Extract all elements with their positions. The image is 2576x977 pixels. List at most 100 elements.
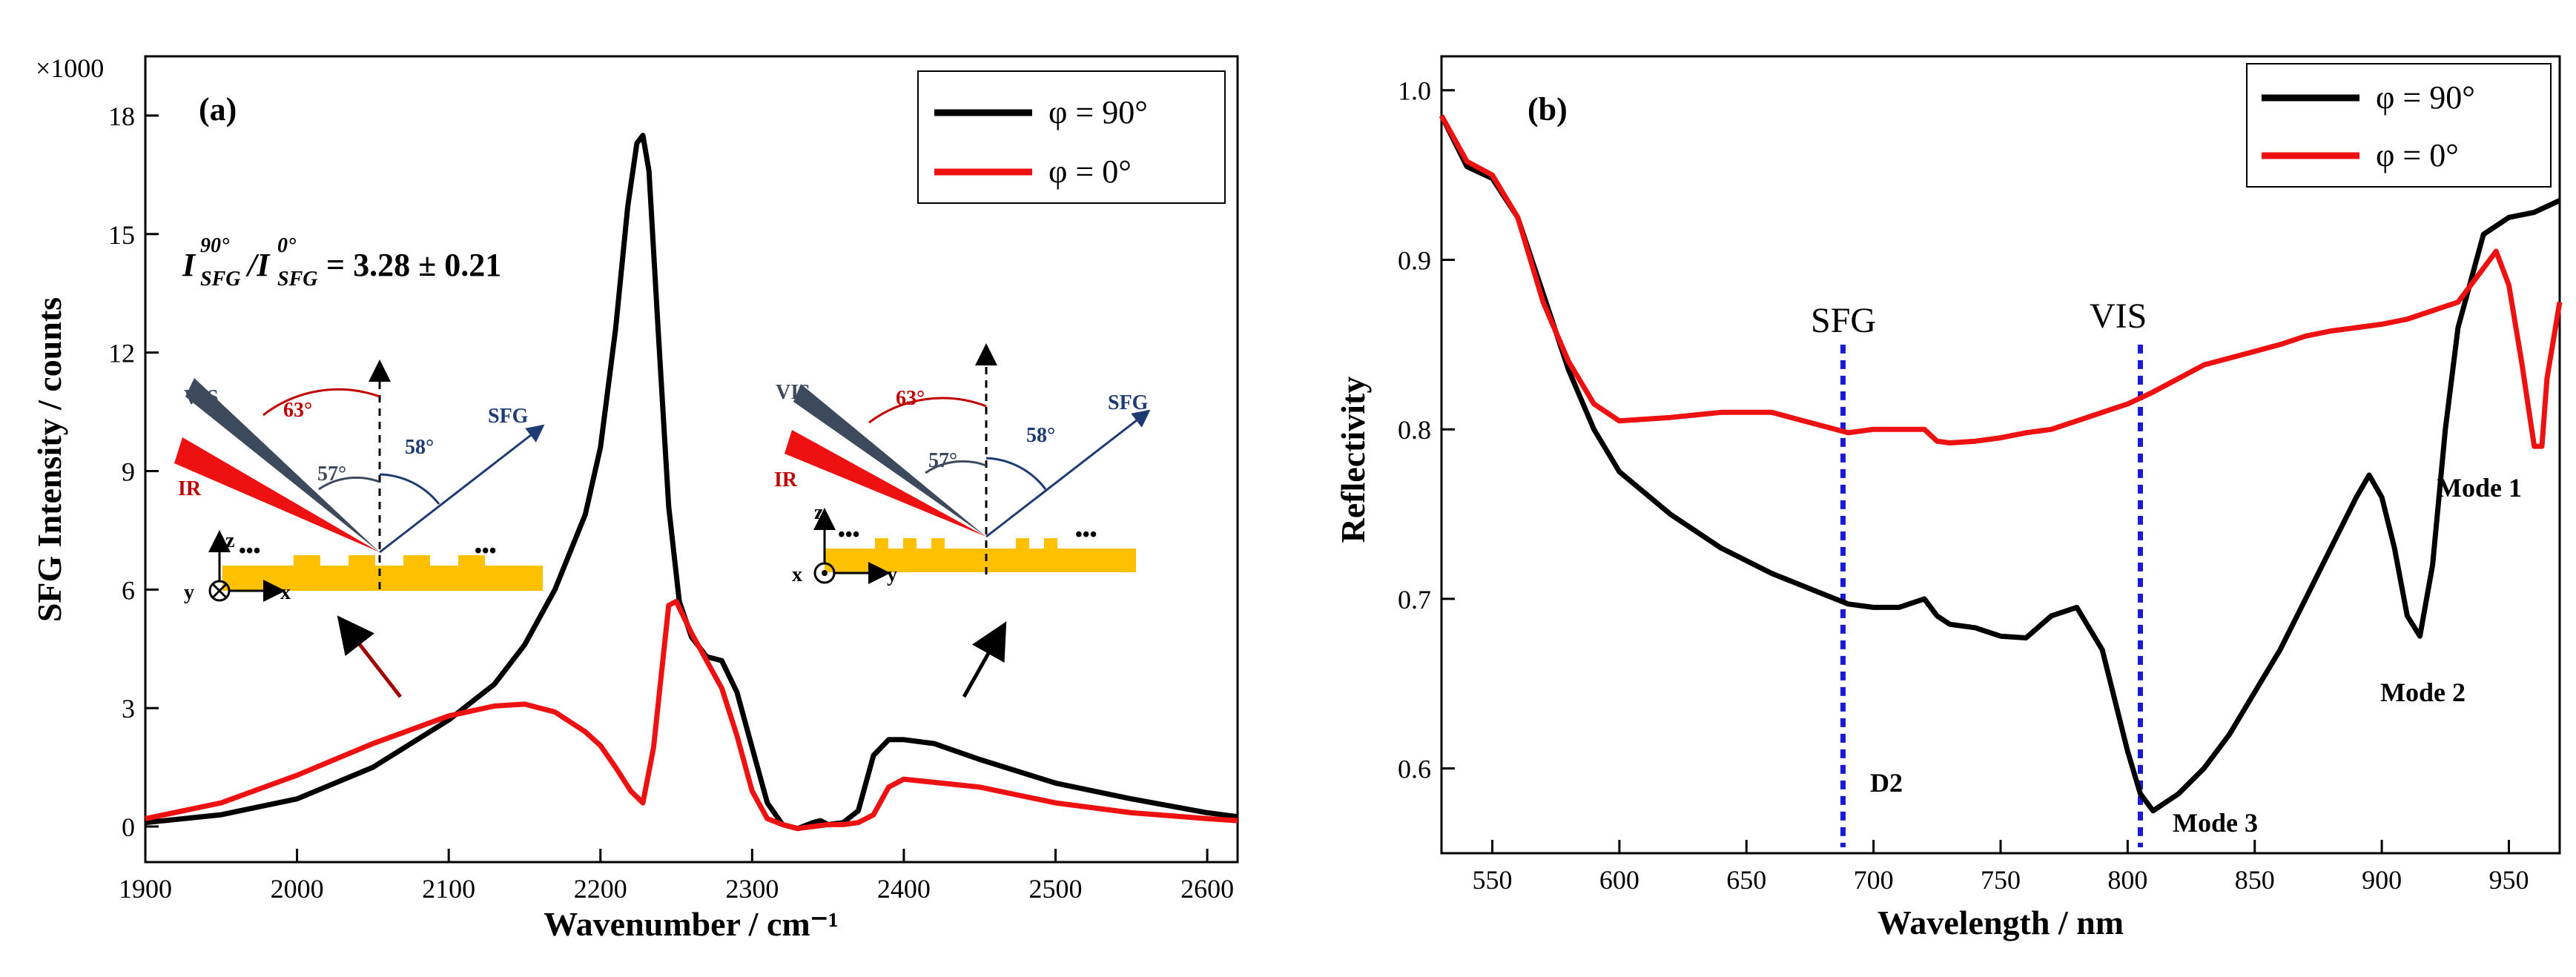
panel-a-legend: φ = 90° φ = 0° <box>917 70 1226 204</box>
panel-a-ytick-label: 0 <box>122 812 135 842</box>
dots-right-b: ••• <box>1075 523 1097 546</box>
inset-left-57: 57° <box>317 463 346 486</box>
panel-b-xtick-label: 850 <box>2235 865 2275 895</box>
d2-label: D2 <box>1870 768 1903 798</box>
mode1-label: Mode 1 <box>2437 473 2522 503</box>
panel-a-ytick-label: 6 <box>122 575 135 605</box>
panel-a-ytick-label: 15 <box>108 220 135 250</box>
inset-right-57: 57° <box>928 449 957 472</box>
panel-a-frame <box>144 55 1239 864</box>
dots-left-b: ••• <box>475 540 496 563</box>
panel-b-ytick-label: 0.9 <box>1398 245 1431 275</box>
legend-b-label-90: φ = 90° <box>2376 79 2475 116</box>
inset-left-vis: VIS <box>184 386 219 409</box>
inset-right-z: z <box>814 501 823 524</box>
sfg-beam-right <box>985 409 1151 538</box>
panel-b-xtick-label: 950 <box>2489 865 2529 895</box>
panel-a-ylabel: SFG Intensity / counts <box>30 297 68 622</box>
substrate-right <box>825 549 1136 572</box>
panel-a-xtick-label: 2300 <box>725 874 779 904</box>
substrate-left <box>222 566 543 591</box>
panel-a-xtick-label: 2400 <box>877 874 931 904</box>
panel-a-xtick-label: 2100 <box>422 874 475 904</box>
panel-a-ytick-label: 12 <box>108 339 135 368</box>
ratio-sup1: 90° <box>200 234 229 257</box>
panel-a-xtick-label: 2000 <box>271 874 324 904</box>
inset-right-x: x <box>792 563 802 586</box>
panel-b-ylabel: Reflectivity <box>1334 377 1372 543</box>
inset-right-ir: IR <box>774 468 798 491</box>
ratio-sup2: 0° <box>277 234 296 257</box>
panel-a-ytick-label: 3 <box>122 694 135 723</box>
vis-beam-right <box>793 384 986 537</box>
panel-b-series-phi-90 <box>1439 114 2561 814</box>
panel-b-series <box>1439 114 2563 814</box>
panel-b-xtick-label: 550 <box>1473 865 1513 895</box>
inset-left-x: x <box>280 581 291 604</box>
panel-b-ytick-label: 1.0 <box>1398 76 1431 106</box>
panel-a-xlabel: Wavenumber / cm⁻¹ <box>544 905 839 943</box>
panel-b-xlabel: Wavelength / nm <box>1877 904 2124 941</box>
panel-a-series <box>145 133 1238 832</box>
inset-left-63: 63° <box>283 399 312 422</box>
inset-right-vis: VIS <box>776 381 810 404</box>
panel-b: 550 600 650 700 750 800 850 900 950 0.6 0.7 0.8 0.9 1… <box>1334 55 2563 941</box>
panel-b-legend: φ = 90° φ = 0° <box>2246 63 2552 188</box>
inset-left: ••• ••• VIS IR SFG 63° 57° 58° z y x <box>174 360 545 698</box>
panel-a-axes: 1900 2000 2100 2200 2300 2400 2500 2600 0 3 6 9 12 15… <box>108 102 1234 904</box>
inset-left-ir: IR <box>178 477 202 500</box>
vis-beam-left <box>185 378 380 552</box>
ratio-sub1: SFG <box>200 268 240 291</box>
inset-right-58: 58° <box>1026 424 1055 447</box>
panel-a-xtick-label: 2600 <box>1180 874 1234 904</box>
ratio-annotation: I 90° SFG /I 0° SFG = 3.28 ± 0.21 <box>182 234 501 291</box>
inset-left-pointer <box>337 615 402 698</box>
ratio-sub2: SFG <box>277 268 317 291</box>
panel-a-series-phi-90 <box>145 133 1238 832</box>
panel-b-xtick-label: 900 <box>2362 865 2402 895</box>
inset-right-sfg: SFG <box>1108 391 1149 414</box>
panel-b-markers <box>1840 344 2143 847</box>
panel-a-xlabel-text: Wavenumber / cm⁻¹ <box>544 905 839 943</box>
panel-a-xtick-label: 2500 <box>1029 874 1083 904</box>
panel-b-axes: 550 600 650 700 750 800 850 900 950 0.6 0.7 0.8 0.9 1… <box>1398 76 2529 895</box>
mode2-label: Mode 2 <box>2380 678 2466 707</box>
inset-right-y: y <box>887 563 897 586</box>
ratio-value: = 3.28 ± 0.21 <box>326 247 501 283</box>
panel-a-ytick-label: 9 <box>122 457 135 486</box>
panel-a: 1900 2000 2100 2200 2300 2400 2500 2600 0 3 6 9 12 15… <box>30 53 1239 943</box>
inset-left-sfg: SFG <box>488 405 529 428</box>
panel-b-xtick-label: 600 <box>1599 865 1639 895</box>
ir-beam-right <box>785 430 986 537</box>
inset-left-y: y <box>184 581 194 604</box>
legend-a-label-90: φ = 90° <box>1048 94 1148 130</box>
panel-a-multiplier: ×1000 <box>36 53 104 83</box>
dots-left-a: ••• <box>239 540 260 563</box>
legend-b-label-0: φ = 0° <box>2376 137 2459 173</box>
panel-b-ytick-label: 0.8 <box>1398 415 1431 445</box>
panel-a-xtick-label: 1900 <box>119 874 172 904</box>
marker-label-vis: VIS <box>2090 297 2147 336</box>
inset-left-58: 58° <box>405 436 434 459</box>
panel-a-ytick-label: 18 <box>108 102 135 131</box>
panel-b-xtick-label: 800 <box>2107 865 2147 895</box>
panel-b-ytick-label: 0.7 <box>1398 585 1431 615</box>
panel-b-xtick-label: 750 <box>1981 865 2021 895</box>
ratio-slash: /I <box>245 247 271 283</box>
marker-label-sfg: SFG <box>1811 301 1876 340</box>
panel-b-xtick-label: 650 <box>1726 865 1766 895</box>
panel-b-xtick-label: 700 <box>1854 865 1894 895</box>
ratio-i: I <box>182 247 196 283</box>
panel-b-series-phi-0 <box>1439 114 2563 449</box>
inset-right: ••• ••• VIS IR SFG 63° 57° 58° z x y <box>774 343 1151 698</box>
inset-right-63: 63° <box>896 387 925 410</box>
sfg-beam-left <box>379 424 545 554</box>
panel-a-xtick-label: 2200 <box>574 874 627 904</box>
legend-a-label-0: φ = 0° <box>1048 153 1132 190</box>
ir-beam-left <box>174 437 380 552</box>
inset-right-pointer <box>962 621 1007 698</box>
panel-b-ytick-label: 0.6 <box>1398 755 1431 784</box>
mode3-label: Mode 3 <box>2173 808 2258 838</box>
dots-right-a: ••• <box>838 523 859 546</box>
